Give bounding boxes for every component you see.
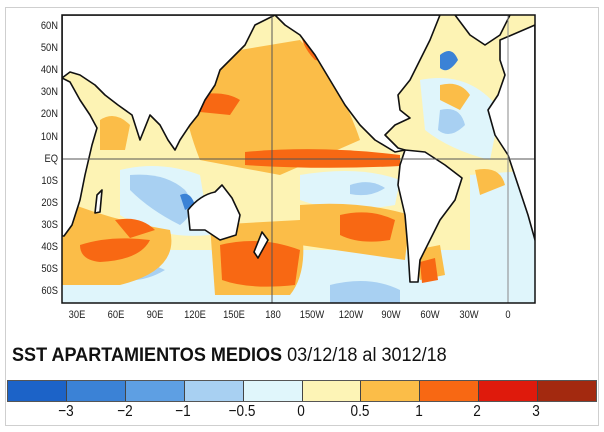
chart-title: SST APARTAMIENTOS MEDIOS 03/12/18 al 301… <box>12 345 447 367</box>
colorbar-tick-label: 0 <box>297 403 305 420</box>
south-america <box>397 149 463 283</box>
colorbar-tick-label: 0.5 <box>350 403 370 420</box>
lat-label: 20N <box>40 108 58 121</box>
new-zealand <box>253 231 269 259</box>
lat-label: 30N <box>40 86 58 99</box>
eurasia <box>62 15 276 151</box>
colorbar-bin <box>538 381 597 401</box>
lon-label: 150W <box>299 309 325 321</box>
lon-label: 180 <box>265 309 281 321</box>
lon-label: 60W <box>420 309 440 321</box>
continents <box>62 15 535 283</box>
figure-border <box>5 7 599 426</box>
colorbar-tick-label: −1 <box>175 403 192 420</box>
lat-label: 40S <box>41 241 58 253</box>
lon-label: 0 <box>505 309 511 321</box>
lon-label: 30E <box>68 309 86 321</box>
australia <box>187 184 241 241</box>
lat-label: 50N <box>40 42 58 55</box>
lat-label: EQ <box>44 152 58 165</box>
lat-label: 50S <box>41 263 58 276</box>
north-america <box>274 15 441 153</box>
lon-label: 60E <box>107 309 125 321</box>
map-frame <box>61 14 536 304</box>
colorbar-bin <box>8 381 67 401</box>
colorbar-bin <box>125 381 185 401</box>
colorbar-bin <box>184 381 244 401</box>
lat-label: 30S <box>41 218 58 231</box>
colorbar-tick-label: −0.5 <box>228 403 256 420</box>
colorbar-tick-label: 3 <box>532 403 540 420</box>
lat-label: 10N <box>40 130 58 143</box>
colorbar-bin <box>302 381 362 401</box>
madagascar <box>94 189 103 214</box>
lon-label: 120E <box>183 309 206 321</box>
colorbar <box>7 380 597 402</box>
europe-africa-east <box>487 24 535 241</box>
lat-label: 40N <box>40 64 58 77</box>
lon-label: 120W <box>339 309 364 321</box>
title-main: SST APARTAMIENTOS MEDIOS <box>12 345 283 366</box>
colorbar-tick-label: 2 <box>473 403 482 420</box>
colorbar-tick-label: −3 <box>58 403 74 420</box>
africa <box>62 77 98 237</box>
greenland <box>454 15 511 46</box>
lon-label: 150E <box>222 309 245 321</box>
colorbar-tick-label: 1 <box>414 403 423 420</box>
lon-label: 30W <box>459 309 479 321</box>
colorbar-bin <box>479 381 539 401</box>
lat-label: 60S <box>41 285 58 298</box>
colorbar-bin <box>361 381 421 401</box>
lat-label: 10S <box>41 174 58 187</box>
colorbar-tick-label: −2 <box>116 403 133 420</box>
lat-label: 20S <box>41 196 58 209</box>
title-dates: 03/12/18 al 3012/18 <box>287 345 447 366</box>
colorbar-bin <box>243 381 303 401</box>
lon-label: 90E <box>147 309 164 321</box>
colorbar-bin <box>66 381 126 401</box>
lat-label: 60N <box>40 20 58 32</box>
lon-label: 90W <box>380 309 401 321</box>
colorbar-bin <box>420 381 480 401</box>
